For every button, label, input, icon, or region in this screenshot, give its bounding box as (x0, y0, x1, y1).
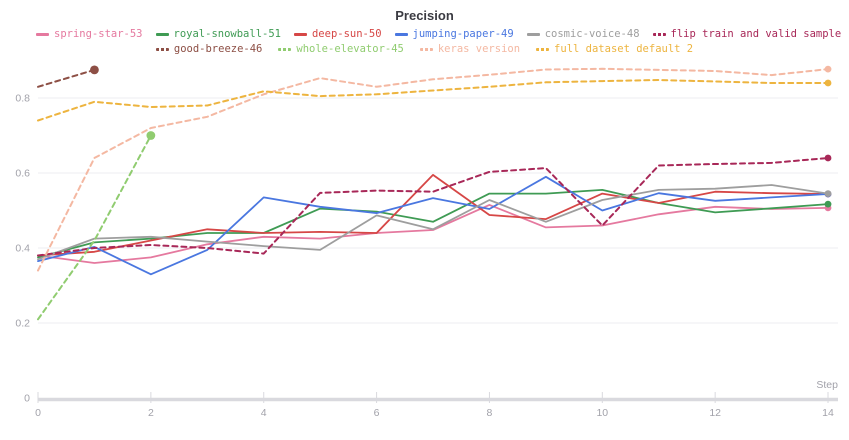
chart-title: Precision (395, 8, 454, 23)
dashed-line-marker-icon (536, 48, 550, 51)
series-line-jumping-paper-49[interactable] (37, 175, 829, 276)
solid-line-marker-icon (155, 33, 169, 36)
legend-label: full dataset default 2 (554, 43, 694, 55)
series-end-dot-cosmic-voice-48 (824, 190, 832, 198)
legend-item-royal-snowball-51[interactable]: royal-snowball-51 (155, 27, 281, 42)
x-tick-label: 10 (596, 407, 608, 419)
series-line-full-dataset-default-2[interactable] (37, 79, 829, 122)
dashed-line-marker-icon (278, 48, 292, 51)
legend-row-2: good-breeze-46 whole-elevator-45 keras ver… (0, 42, 849, 57)
y-tick-label: 0 (24, 393, 30, 405)
series-end-dot-full-dataset-default-2 (824, 79, 832, 87)
y-tick-label: 0.6 (15, 168, 30, 180)
legend-label: jumping-paper-49 (412, 28, 514, 40)
legend-item-spring-star-53[interactable]: spring-star-53 (36, 27, 143, 42)
y-tick-label: 0.2 (15, 318, 30, 330)
legend-item-full-dataset-default-2[interactable]: full dataset default 2 (536, 42, 693, 57)
legend-label: keras version (437, 43, 521, 55)
legend-label: whole-elevator-45 (296, 43, 404, 55)
x-tick-label: 12 (709, 407, 721, 419)
solid-line-marker-icon (526, 33, 540, 36)
legend-item-deep-sun-50[interactable]: deep-sun-50 (293, 27, 382, 42)
legend-label: flip train and valid sample (670, 28, 842, 40)
x-tick-label: 14 (822, 407, 834, 419)
series-line-spring-star-53[interactable] (37, 203, 829, 264)
series-end-dot-keras-version (824, 65, 832, 73)
legend-label: spring-star-53 (54, 28, 143, 40)
y-tick-label: 0.8 (15, 93, 30, 105)
legend-label: royal-snowball-51 (173, 28, 281, 40)
solid-line-marker-icon (293, 33, 307, 36)
solid-line-marker-icon (394, 33, 408, 36)
legend-item-cosmic-voice-48[interactable]: cosmic-voice-48 (526, 27, 640, 42)
series-end-dot-flip-train-and-valid-sample (824, 154, 832, 162)
legend-row-1: spring-star-53 royal-snowball-51 deep-sun-… (0, 27, 849, 42)
x-tick-label: 2 (148, 407, 154, 419)
series-line-cosmic-voice-48[interactable] (37, 184, 829, 261)
legend-label: cosmic-voice-48 (544, 28, 640, 40)
series-end-dot-good-breeze-46 (90, 65, 99, 75)
series-line-deep-sun-50[interactable] (37, 173, 829, 257)
dashed-line-marker-icon (652, 33, 666, 36)
series-line-keras-version[interactable] (37, 67, 829, 272)
series-line-whole-elevator-45[interactable] (37, 134, 152, 321)
x-tick-label: 6 (374, 407, 380, 419)
series-line-flip-train-and-valid-sample[interactable] (37, 157, 829, 257)
legend-label: deep-sun-50 (311, 28, 382, 40)
dashed-line-marker-icon (419, 48, 433, 51)
series-end-dot-royal-snowball-51 (824, 200, 832, 208)
dashed-line-marker-icon (155, 48, 169, 51)
x-axis-title: Step (816, 379, 838, 391)
series-end-dot-whole-elevator-45 (146, 131, 156, 140)
solid-line-marker-icon (36, 33, 49, 36)
legend-item-jumping-paper-49[interactable]: jumping-paper-49 (394, 27, 514, 42)
x-tick-label: 4 (261, 407, 267, 419)
legend-item-flip-train-and-valid-sample[interactable]: flip train and valid sample (652, 27, 842, 42)
legend-item-keras-version[interactable]: keras version (419, 42, 521, 57)
series-line-good-breeze-46[interactable] (37, 68, 96, 88)
legend-label: good-breeze-46 (173, 43, 263, 55)
y-tick-label: 0.4 (15, 243, 30, 255)
legend-item-good-breeze-46[interactable]: good-breeze-46 (155, 42, 263, 57)
x-tick-label: 0 (35, 407, 41, 419)
legend-item-whole-elevator-45[interactable]: whole-elevator-45 (278, 42, 404, 57)
chart-legend: spring-star-53 royal-snowball-51 deep-sun-… (0, 27, 849, 57)
x-tick-label: 8 (487, 407, 493, 419)
